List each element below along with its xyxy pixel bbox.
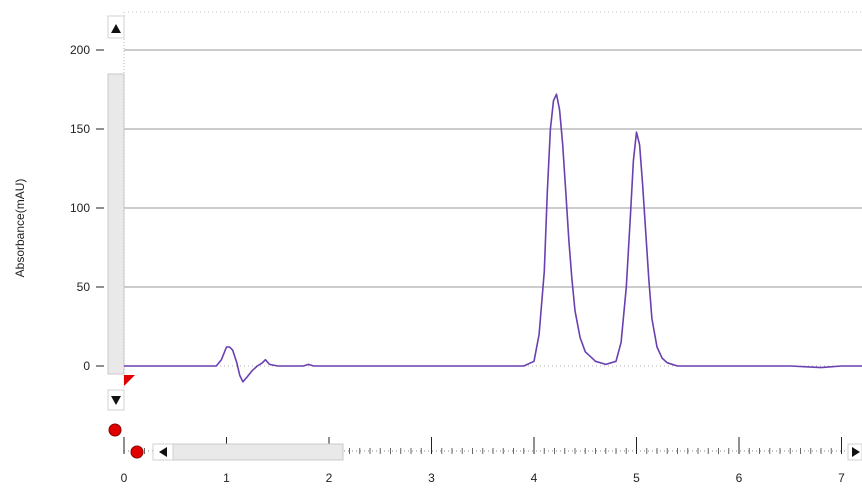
y-tick-label-100: 100	[70, 201, 90, 215]
series-line-0	[124, 93, 862, 383]
x-red-dot-marker[interactable]	[130, 445, 144, 459]
y-axis-title: Absorbance(mAU)	[13, 179, 27, 278]
red-flag-icon[interactable]	[124, 375, 135, 386]
y-scrollbar-track[interactable]	[107, 73, 125, 375]
gridlines	[124, 49, 862, 367]
triangle-left-icon	[159, 447, 167, 457]
y-tick-label-0: 0	[83, 359, 90, 373]
y-tick-label-150: 150	[70, 122, 90, 136]
x-tick-label-7: 7	[838, 471, 845, 485]
y-scroll-down-button[interactable]	[107, 389, 125, 411]
x-tick-label-1: 1	[223, 471, 230, 485]
x-scroll-left-button[interactable]	[152, 443, 174, 461]
x-tick-label-6: 6	[736, 471, 743, 485]
y-red-dot-marker[interactable]	[108, 423, 122, 437]
x-tick-label-4: 4	[531, 471, 538, 485]
triangle-up-icon	[111, 24, 121, 33]
triangle-right-icon	[852, 447, 860, 457]
y-tick-labels: 0 50 100 150 200	[70, 43, 104, 373]
y-tick-label-200: 200	[70, 43, 90, 57]
triangle-down-icon	[111, 396, 121, 405]
x-scroll-right-button[interactable]	[847, 443, 862, 461]
y-tick-label-50: 50	[77, 280, 91, 294]
y-scroll-up-button[interactable]	[107, 15, 125, 39]
x-scrollbar-track[interactable]	[172, 443, 344, 461]
x-tick-label-3: 3	[428, 471, 435, 485]
x-tick-label-5: 5	[633, 471, 640, 485]
x-scrollbar[interactable]	[152, 443, 862, 461]
x-tick-label-2: 2	[326, 471, 333, 485]
trace-layer	[124, 93, 862, 383]
x-tick-label-0: 0	[121, 471, 128, 485]
